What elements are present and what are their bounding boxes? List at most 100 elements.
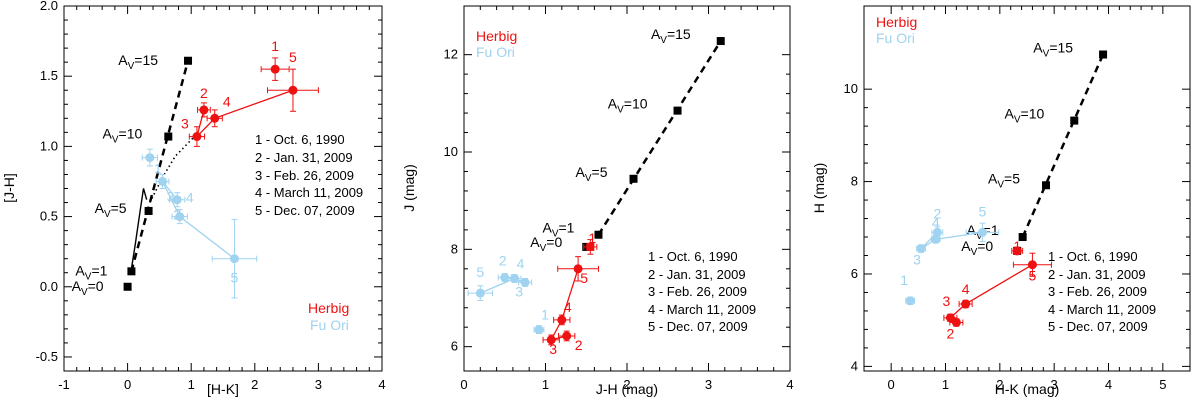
av-marker: [123, 282, 132, 291]
epoch-item: 2 - Jan. 31, 2009: [1048, 267, 1146, 282]
data-point: [905, 296, 915, 306]
data-point: [916, 244, 926, 254]
point-label: 4: [186, 190, 194, 206]
x-tick-label: 4: [378, 377, 385, 392]
x-tick-label: 2: [251, 377, 258, 392]
point-label: 4: [962, 281, 970, 297]
av-label: AV=0: [530, 234, 562, 254]
x-tick-label: 4: [786, 377, 793, 392]
point-label: 3: [515, 283, 523, 299]
point-label: 5: [1029, 268, 1037, 284]
x-axis-label: H-K (mag): [995, 381, 1060, 397]
av-label: AV=1: [967, 222, 999, 242]
data-point: [145, 153, 155, 163]
y-axis-label: [J-H]: [1, 173, 17, 203]
x-tick-label: 2: [996, 377, 1003, 392]
epoch-item: 3 - Feb. 26, 2009: [255, 168, 354, 183]
av-marker: [127, 267, 136, 276]
av-marker: [716, 37, 725, 46]
epoch-item: 5 - Dec. 07, 2009: [255, 203, 355, 218]
point-label: 2: [575, 337, 583, 353]
x-tick-label: 5: [1159, 377, 1166, 392]
point-label: 2: [499, 253, 507, 269]
av-marker: [1099, 50, 1108, 59]
epoch-item: 3 - Feb. 26, 2009: [648, 284, 747, 299]
x-tick-label: -1: [58, 377, 70, 392]
data-point: [932, 227, 942, 237]
point-label: 3: [181, 116, 189, 132]
data-point: [192, 132, 202, 142]
panel-1: -1 0 1 2 3 4-0.50.00.51.01.52.0AV=0AV=1AV=5AV…: [1, 0, 386, 397]
point-label: 1: [154, 161, 162, 177]
legend-herbig: Herbig: [308, 300, 349, 316]
epoch-item: 1 - Oct. 6, 1990: [255, 132, 345, 147]
legend-herbig: Herbig: [476, 28, 517, 44]
data-point: [510, 274, 520, 284]
point-label: 1: [1013, 238, 1021, 254]
av-label: AV=10: [103, 126, 143, 146]
epoch-list: 1 - Oct. 6, 1990 2 - Jan. 31, 2009 3 - F…: [255, 132, 363, 218]
y-tick-label: -0.5: [36, 349, 58, 364]
x-tick-label: 1: [188, 377, 195, 392]
point-label: 5: [231, 270, 239, 286]
epoch-item: 1 - Oct. 6, 1990: [1048, 249, 1138, 264]
herbig-track: [195, 89, 294, 139]
data-point: [175, 212, 185, 222]
data-point: [229, 254, 239, 264]
data-point: [546, 335, 556, 345]
data-point: [961, 299, 971, 309]
point-label: 5: [979, 203, 987, 219]
av-marker: [184, 56, 193, 65]
x-tick-label: 2: [623, 377, 630, 392]
y-tick-label: 8: [451, 241, 458, 256]
epoch-item: 4 - March 11, 2009: [648, 302, 756, 317]
x-tick-label: 3: [1051, 377, 1058, 392]
av-marker: [1070, 116, 1079, 125]
data-point: [158, 176, 168, 186]
x-tick-label: 1: [942, 377, 949, 392]
x-tick-label: 0: [888, 377, 895, 392]
epoch-item: 2 - Jan. 31, 2009: [255, 150, 353, 165]
point-label: 1: [900, 272, 908, 288]
y-tick-label: 1.0: [40, 138, 58, 153]
data-point: [586, 242, 595, 251]
av-marker: [673, 106, 682, 115]
reddening-vector: [130, 60, 190, 272]
av-label: AV=10: [608, 96, 648, 116]
av-label: AV=5: [576, 164, 608, 184]
y-tick-label: 0.5: [40, 209, 58, 224]
av-label: AV=1: [542, 220, 574, 240]
epoch-list: 1 - Oct. 6, 1990 2 - Jan. 31, 2009 3 - F…: [1048, 249, 1156, 334]
av-marker: [164, 132, 173, 141]
y-tick-label: 1.5: [40, 68, 58, 83]
point-label: 4: [517, 256, 525, 272]
point-label: 3: [913, 252, 921, 268]
point-label: 5: [580, 270, 588, 286]
reddening-vector: [1021, 54, 1105, 238]
epoch-list: 1 - Oct. 6, 1990 2 - Jan. 31, 2009 3 - F…: [648, 249, 756, 334]
point-label: 1: [541, 307, 549, 323]
fuori-track: [920, 231, 983, 250]
epoch-item: 1 - Oct. 6, 1990: [648, 249, 738, 264]
point-label: 5: [476, 264, 484, 280]
panel-2: 0 1 2 3 4681012AV=0AV=1AV=5AV=10AV=151234512…: [401, 5, 794, 397]
y-tick-label: 10: [444, 144, 458, 159]
epoch-item: 5 - Dec. 07, 2009: [648, 319, 748, 334]
panel-3: 0 1 2 3 4 546810AV=0AV=1AV=5AV=10AV=151234512…: [811, 5, 1191, 397]
data-point: [562, 331, 572, 341]
data-point: [270, 64, 280, 74]
data-point: [475, 288, 485, 298]
data-point: [199, 105, 209, 115]
av-label: AV=15: [1033, 40, 1073, 60]
data-point: [945, 313, 955, 323]
x-tick-label: 4: [1105, 377, 1112, 392]
point-label: 2: [200, 85, 208, 101]
data-point: [931, 234, 941, 244]
legend-fuori: Fu Ori: [310, 317, 349, 333]
solid-track: [130, 188, 148, 273]
y-tick-label: 4: [851, 358, 858, 373]
y-tick-label: 2.0: [40, 0, 58, 13]
data-point: [210, 113, 220, 123]
legend-herbig: Herbig: [876, 14, 917, 30]
